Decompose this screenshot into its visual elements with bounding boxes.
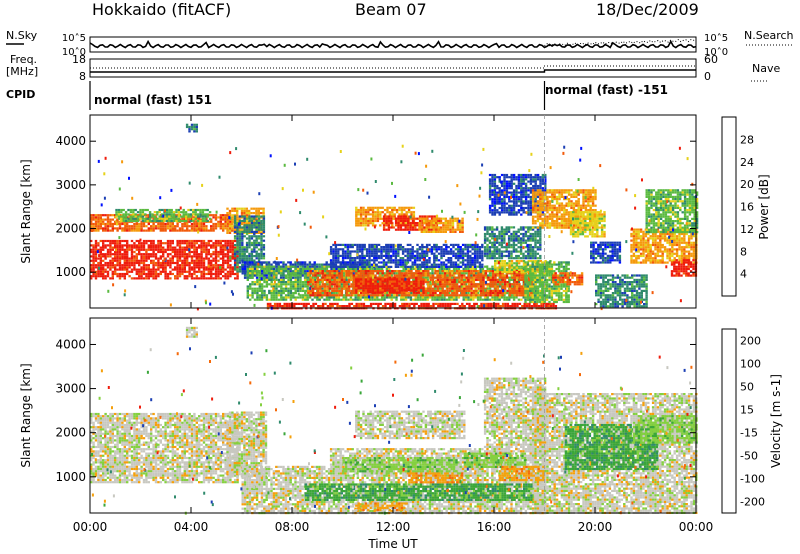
xtick-label-5: 20:00 (578, 520, 613, 534)
power-colorbar-label: Power [dB] (757, 174, 771, 239)
cpid-label: CPID (6, 88, 35, 101)
nsky-series-line (89, 39, 697, 49)
noise-left-tick-bottom: 10˄0 (62, 46, 86, 58)
velocity-colorbar-tick-4: -15 (740, 427, 758, 440)
freq-right-tick-top: 60 (704, 53, 718, 66)
noise-left-tick-top: 10˄5 (62, 32, 86, 44)
velocity-ylabel: Slant Range [km] (19, 363, 33, 467)
power-colorbar-tick-6: 28 (740, 133, 754, 146)
velocity-colorbar-tick-7: -200 (740, 496, 765, 509)
freq-series-line (90, 69, 696, 73)
date-title: 18/Dec/2009 (596, 0, 699, 19)
noise-right-tick-bottom: 10˄0 (704, 46, 728, 58)
power-colorbar-tick-3: 16 (740, 201, 754, 214)
power-colorbar-tick-0: 4 (740, 268, 747, 281)
freq-label: Freq. (10, 53, 37, 66)
station-title: Hokkaido (fitACF) (92, 0, 231, 19)
noise-right-tick-top: 10˄5 (704, 32, 728, 44)
noise-panel-frame (89, 36, 697, 53)
freq-right-tick-bottom: 0 (704, 70, 711, 83)
beam-title: Beam 07 (355, 0, 427, 19)
xtick-label-0: 00:00 (73, 520, 108, 534)
power-colorbar-tick-2: 12 (740, 223, 754, 236)
velocity-colorbar-frame (721, 328, 737, 514)
power-colorbar-frame (721, 116, 737, 297)
velocity-ytick-label-0: 1000 (55, 470, 86, 484)
power-ylabel: Slant Range [km] (19, 159, 33, 263)
nsky-label: N.Sky (6, 29, 37, 42)
power-ytick-label-1: 2000 (55, 222, 86, 236)
power-colorbar-tick-4: 20 (740, 178, 754, 191)
velocity-colorbar-tick-6: -100 (740, 473, 765, 486)
freq-unit-label: [MHz] (6, 65, 38, 78)
power-ytick-label-0: 1000 (55, 265, 86, 279)
xtick-label-4: 16:00 (477, 520, 512, 534)
power-heatmap-cells (90, 123, 699, 311)
velocity-colorbar-tick-0: 200 (740, 335, 761, 348)
velocity-heatmap-cells (90, 326, 698, 515)
nave-series-line (90, 65, 696, 69)
velocity-colorbar-tick-1: 100 (740, 358, 761, 371)
nsearch-series-line (544, 38, 697, 47)
xtick-label-6: 00:00 (679, 520, 714, 534)
velocity-ytick-label-1: 2000 (55, 426, 86, 440)
nave-label: Nave (752, 62, 780, 75)
power-colorbar-tick-5: 24 (740, 156, 754, 169)
freq-left-tick-bottom: 8 (79, 70, 86, 83)
cpid-mode-1: normal (fast) 151 (94, 93, 212, 107)
power-ytick-label-3: 4000 (55, 134, 86, 148)
xtick-label-1: 04:00 (174, 520, 209, 534)
xtick-label-3: 12:00 (376, 520, 411, 534)
cpid-mode-2: normal (fast) -151 (545, 83, 668, 97)
freq-left-tick-top: 18 (72, 53, 86, 66)
velocity-colorbar-tick-3: 15 (740, 404, 754, 417)
velocity-colorbar-tick-2: 50 (740, 381, 754, 394)
velocity-ytick-label-3: 4000 (55, 337, 86, 351)
velocity-ytick-label-2: 3000 (55, 382, 86, 396)
velocity-colorbar-tick-5: -50 (740, 450, 758, 463)
power-ytick-label-2: 3000 (55, 178, 86, 192)
x-axis-label: Time UT (367, 537, 418, 551)
power-colorbar-tick-1: 8 (740, 245, 747, 258)
nsearch-label: N.Search (744, 29, 794, 42)
xtick-label-2: 08:00 (275, 520, 310, 534)
velocity-colorbar-label: Velocity [m s-1] (769, 374, 783, 468)
